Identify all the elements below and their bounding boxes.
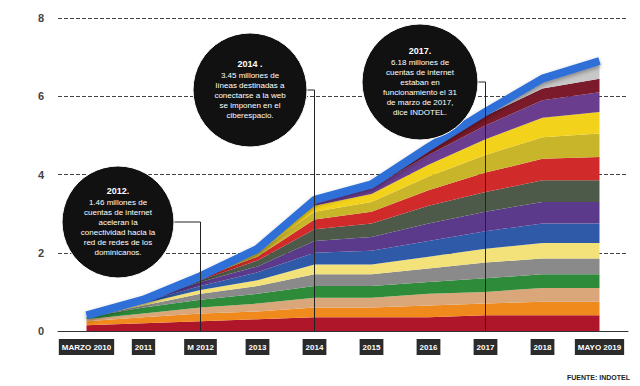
svg-text:2: 2 [38, 247, 44, 259]
svg-text:2014 .: 2014 . [237, 59, 262, 69]
svg-text:3.45 millones de: 3.45 millones de [221, 71, 280, 80]
svg-text:2016: 2016 [420, 343, 438, 352]
svg-text:dice INDOTEL.: dice INDOTEL. [393, 108, 447, 117]
svg-text:2013: 2013 [249, 343, 267, 352]
svg-text:red de redes de los: red de redes de los [84, 238, 153, 247]
svg-text:2017.: 2017. [409, 46, 432, 56]
svg-text:M 2012: M 2012 [187, 343, 214, 352]
svg-text:de marzo de 2017,: de marzo de 2017, [387, 98, 454, 107]
svg-text:2015: 2015 [363, 343, 381, 352]
svg-text:aceleran la: aceleran la [98, 218, 138, 227]
svg-text:conectarse a la web: conectarse a la web [214, 91, 286, 100]
svg-text:6: 6 [38, 90, 44, 102]
svg-text:conectividad hacia la: conectividad hacia la [81, 228, 156, 237]
svg-text:2017: 2017 [477, 343, 495, 352]
svg-text:MAYO 2019: MAYO 2019 [578, 343, 622, 352]
svg-text:cuentas de internet: cuentas de internet [386, 68, 455, 77]
svg-text:8: 8 [38, 12, 44, 24]
svg-text:líneas destinadas a: líneas destinadas a [216, 81, 285, 90]
svg-text:MARZO 2010: MARZO 2010 [62, 343, 112, 352]
svg-text:2012.: 2012. [107, 186, 130, 196]
svg-text:cuentas de internet: cuentas de internet [84, 208, 153, 217]
svg-text:6.18 millones de: 6.18 millones de [391, 58, 450, 67]
svg-text:estaban en: estaban en [400, 78, 440, 87]
svg-text:2011: 2011 [135, 343, 153, 352]
svg-text:0: 0 [38, 325, 44, 337]
svg-text:2014: 2014 [306, 343, 324, 352]
svg-text:se imponen en el: se imponen en el [220, 101, 281, 110]
svg-text:2018: 2018 [534, 343, 552, 352]
svg-text:ciberespacio.: ciberespacio. [226, 111, 273, 120]
svg-text:funcionamiento el 31: funcionamiento el 31 [383, 88, 457, 97]
svg-text:dominicanos.: dominicanos. [94, 248, 141, 257]
svg-text:4: 4 [38, 169, 45, 181]
svg-text:FUENTE: INDOTEL: FUENTE: INDOTEL [567, 374, 631, 381]
svg-text:1.46 millones de: 1.46 millones de [89, 198, 148, 207]
